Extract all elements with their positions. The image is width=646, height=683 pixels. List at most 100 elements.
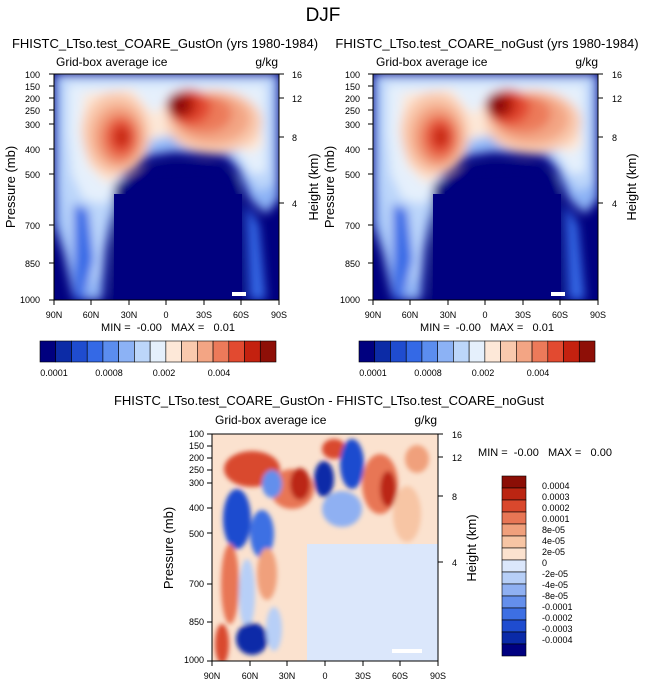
colorbar-swatch xyxy=(501,583,527,597)
min-max-stats: MIN = -0.00 MAX = 0.01 xyxy=(420,322,554,334)
colorbar-swatch xyxy=(86,340,104,363)
y-tick-label: 400 xyxy=(25,145,40,155)
x-tick-label: 30S xyxy=(196,310,212,320)
colorbar-swatch xyxy=(118,340,135,363)
colorbar-swatch xyxy=(531,340,549,363)
colorbar-swatch xyxy=(501,547,527,561)
colorbar-label: 0 xyxy=(542,558,547,568)
y-ticks: 100 150 200 250 300 400 500 700 850 1000 xyxy=(184,429,212,665)
panel-left-label: Grid-box average ice xyxy=(215,413,327,427)
y-tick-label: 1000 xyxy=(340,295,360,305)
colorbar-swatch xyxy=(501,511,527,525)
colorbar-swatch xyxy=(501,643,527,657)
y-tick-label: 700 xyxy=(25,221,40,231)
y2-tick-label: 16 xyxy=(292,70,302,80)
x-tick-label: 60N xyxy=(402,310,419,320)
colorbar-swatch xyxy=(390,340,407,363)
y-tick-label: 700 xyxy=(189,579,204,589)
heatmap-field xyxy=(54,74,279,300)
y-tick-label: 250 xyxy=(25,106,40,116)
y-tick-label: 300 xyxy=(345,120,360,130)
y-tick-label: 850 xyxy=(25,259,40,269)
x-tick-label: 0 xyxy=(482,310,487,320)
y-tick-label: 700 xyxy=(345,221,360,231)
heatmap-field xyxy=(212,434,438,664)
colorbar-label: 0.0008 xyxy=(95,368,123,378)
y2-axis-label: Height (km) xyxy=(464,514,479,581)
colorbar-label: 0.002 xyxy=(472,368,495,378)
colorbar-label: 4e-05 xyxy=(542,536,565,546)
y-tick-label: 400 xyxy=(345,145,360,155)
colorbar-swatch xyxy=(578,340,596,363)
panel-left-label: Grid-box average ice xyxy=(376,55,488,69)
y2-tick-label: 4 xyxy=(292,199,297,209)
x-tick-label: 30S xyxy=(355,671,371,681)
colorbar-swatch xyxy=(39,340,57,363)
y-tick-label: 100 xyxy=(345,70,360,80)
colorbar-swatch xyxy=(71,340,88,363)
colorbar-swatch xyxy=(484,340,501,363)
colorbar-label: -0.0004 xyxy=(542,635,573,645)
colorbar-label: -4e-05 xyxy=(542,580,568,590)
x-tick-label: 90N xyxy=(204,671,221,681)
colorbar-label: 0.0001 xyxy=(40,368,68,378)
colorbar-swatch xyxy=(501,499,527,513)
colorbar-label: -0.0002 xyxy=(542,613,573,623)
y2-ticks: 16 12 8 4 xyxy=(598,70,622,209)
y-tick-label: 300 xyxy=(25,120,40,130)
y-tick-label: 400 xyxy=(189,503,204,513)
panel-gust-on: FHISTC_LTso.test_COARE_GustOn (yrs 1980-… xyxy=(3,36,321,378)
y-tick-label: 150 xyxy=(25,82,40,92)
colorbar-label: 0.004 xyxy=(208,368,231,378)
x-tick-label: 30N xyxy=(121,310,138,320)
panel-units-label: g/kg xyxy=(255,55,278,69)
y-tick-label: 850 xyxy=(345,259,360,269)
x-tick-label: 0 xyxy=(322,671,327,681)
panel-units-label: g/kg xyxy=(414,413,437,427)
colorbar-label: -0.0001 xyxy=(542,602,573,612)
y-tick-label: 200 xyxy=(189,453,204,463)
colorbar-swatch xyxy=(501,559,527,573)
y-tick-label: 100 xyxy=(189,429,204,439)
colorbar-swatch xyxy=(102,340,119,363)
colorbar-swatch xyxy=(358,340,376,363)
y2-tick-label: 8 xyxy=(452,492,457,502)
colorbar-label: 8e-05 xyxy=(542,525,565,535)
y-axis-label: Pressure (mb) xyxy=(161,507,176,589)
colorbar-swatch xyxy=(501,475,527,489)
colorbar-label: 0.004 xyxy=(527,368,550,378)
colorbar-swatch xyxy=(547,340,564,363)
y2-axis-label: Height (km) xyxy=(306,153,321,220)
colorbar-swatch xyxy=(244,340,261,363)
colorbar-swatch xyxy=(501,535,527,549)
y2-tick-label: 4 xyxy=(612,199,617,209)
y-tick-label: 300 xyxy=(189,478,204,488)
y2-tick-label: 16 xyxy=(452,430,462,440)
y-ticks: 100 150 200 250 300 400 500 700 850 1000 xyxy=(340,70,373,305)
panel-no-gust: FHISTC_LTso.test_COARE_noGust (yrs 1980-… xyxy=(322,36,639,378)
panel-title: FHISTC_LTso.test_COARE_GustOn (yrs 1980-… xyxy=(12,36,318,51)
y2-tick-label: 16 xyxy=(612,70,622,80)
x-tick-label: 30N xyxy=(440,310,457,320)
colorbar-label: -0.0003 xyxy=(542,624,573,634)
colorbar-swatch xyxy=(501,619,527,633)
y-tick-label: 500 xyxy=(25,170,40,180)
panel-difference: FHISTC_LTso.test_COARE_GustOn - FHISTC_L… xyxy=(114,393,612,681)
heatmap-field xyxy=(373,74,598,300)
colorbar-swatch xyxy=(165,340,182,363)
x-ticks: 90N 60N 30N 0 30S 60S 90S xyxy=(46,300,287,320)
y-tick-label: 200 xyxy=(25,94,40,104)
y2-tick-label: 8 xyxy=(292,133,297,143)
x-tick-label: 60S xyxy=(392,671,408,681)
y-tick-label: 150 xyxy=(345,82,360,92)
colorbar-swatch xyxy=(212,340,230,363)
min-max-stats: MIN = -0.00 MAX = 0.01 xyxy=(101,322,235,334)
x-tick-label: 30N xyxy=(279,671,296,681)
colorbar-swatch xyxy=(501,571,527,585)
y-tick-label: 500 xyxy=(189,529,204,539)
min-max-stats: MIN = -0.00 MAX = 0.00 xyxy=(478,447,612,459)
colorbar-swatch xyxy=(197,340,214,363)
colorbar-swatch xyxy=(259,340,277,363)
colorbar-swatch xyxy=(437,340,454,363)
